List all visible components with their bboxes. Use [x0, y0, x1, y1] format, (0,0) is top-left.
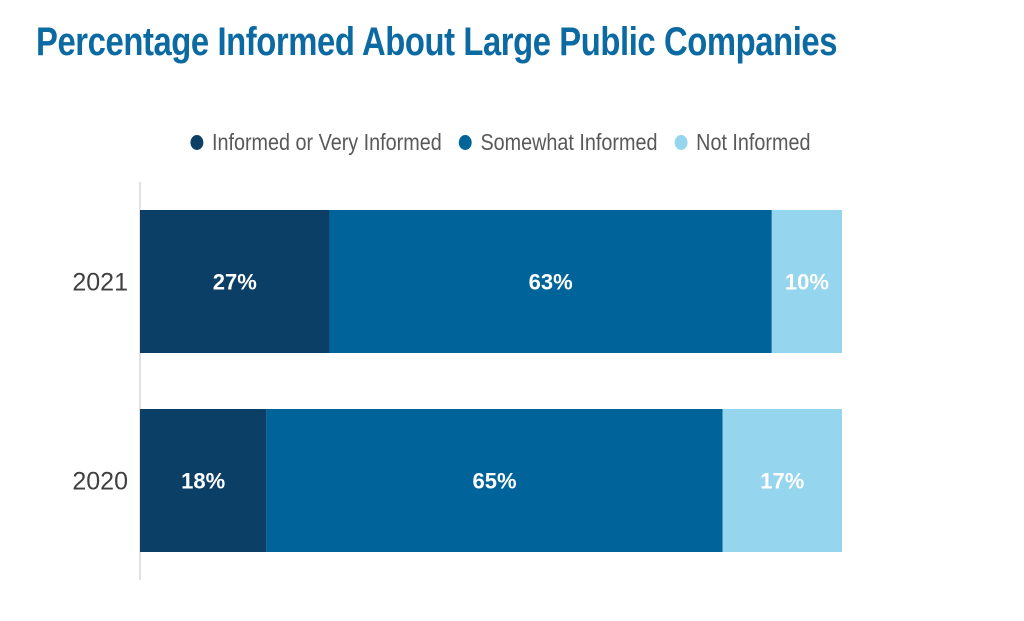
bar-segment-2021-not-informed	[771, 210, 842, 353]
legend-swatch-not-informed	[674, 134, 688, 150]
data-label-2020-1: 65%	[472, 469, 516, 494]
legend-swatch-somewhat-informed	[458, 134, 472, 150]
data-label-2021-0: 27%	[213, 270, 257, 295]
y-tick-label-2020: 2020	[72, 468, 128, 496]
bar-segment-2020-not-informed	[722, 409, 842, 552]
data-label-2020-2: 17%	[760, 469, 804, 494]
legend-item-not-informed: Not Informed	[674, 129, 810, 156]
data-label-2021-2: 10%	[785, 270, 829, 295]
legend-items: Informed or Very Informed Somewhat Infor…	[181, 129, 818, 156]
data-label-2021-1: 63%	[529, 270, 573, 295]
legend-item-somewhat-informed: Somewhat Informed	[458, 129, 657, 156]
legend-label-not-informed: Not Informed	[695, 128, 811, 155]
bar-segment-2020-informed-or-very-informed	[140, 409, 267, 552]
bar-segment-2021-somewhat-informed	[329, 210, 772, 353]
legend-item-informed: Informed or Very Informed	[189, 128, 442, 156]
bar-segment-2020-somewhat-informed	[266, 409, 723, 552]
y-tick-label-2021: 2021	[72, 269, 128, 297]
legend-label-somewhat-informed: Somewhat Informed	[479, 128, 657, 155]
data-label-2020-0: 18%	[181, 469, 225, 494]
legend-swatch-informed	[189, 134, 203, 150]
legend-label-informed: Informed or Very Informed	[211, 128, 442, 155]
bar-segment-2021-informed-or-very-informed	[140, 210, 330, 353]
chart-title: Percentage Informed About Large Public C…	[36, 20, 838, 64]
legend: Informed or Very Informed Somewhat Infor…	[0, 124, 1000, 160]
